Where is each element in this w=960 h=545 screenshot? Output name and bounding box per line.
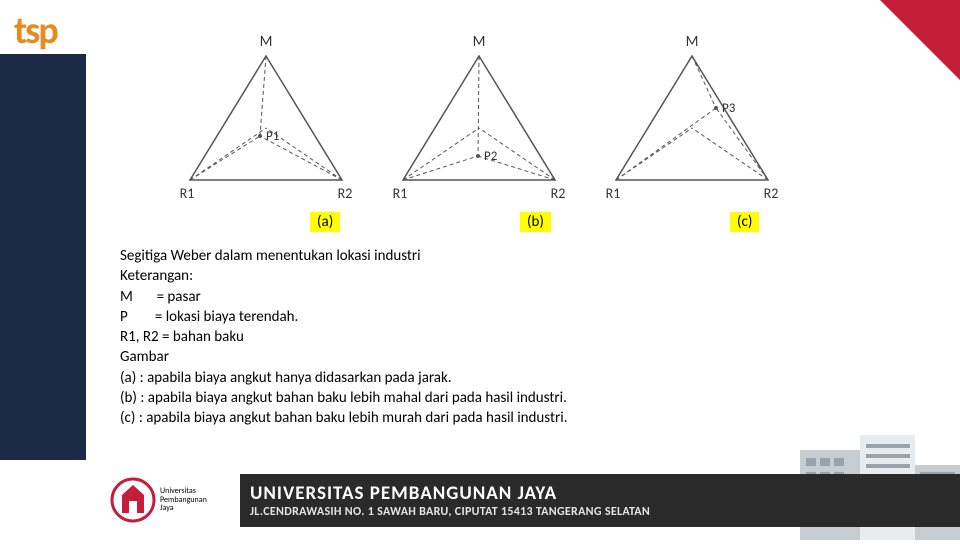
text-line: P = lokasi biaya terendah.	[120, 307, 568, 327]
svg-text:P2: P2	[484, 149, 498, 164]
text-line: Keterangan:	[120, 266, 568, 286]
university-logo-text: UniversitasPembangunanJaya	[160, 487, 207, 512]
weber-triangle-3: M P3 R1 R2	[586, 28, 799, 208]
weber-diagrams: M P1 R1 R2 M P2 R1 R2	[160, 28, 800, 208]
chip-a: (a)	[310, 212, 340, 232]
text-line: Gambar	[120, 347, 568, 367]
svg-text:P3: P3	[722, 101, 736, 116]
svg-text:R2: R2	[764, 185, 779, 202]
text-line: (b) : apabila biaya angkut bahan baku le…	[120, 388, 568, 408]
weber-triangle-1: M P1 R1 R2	[160, 28, 373, 208]
svg-text:P1: P1	[266, 129, 279, 144]
sidebar-accent	[0, 54, 86, 460]
text-line: M = pasar	[120, 287, 568, 307]
text-line: Segitiga Weber dalam menentukan lokasi i…	[120, 246, 568, 266]
footer: UniversitasPembangunanJaya UNIVERSITAS P…	[0, 460, 960, 540]
svg-text:R2: R2	[338, 185, 353, 202]
text-line: (a) : apabila biaya angkut hanya didasar…	[120, 368, 568, 388]
text-line: R1, R2 = bahan baku	[120, 327, 568, 347]
chip-b: (b)	[520, 212, 551, 232]
tsp-logo: tsp	[14, 8, 57, 54]
text-line: (c) : apabila biaya angkut bahan baku le…	[120, 408, 568, 428]
svg-text:R1: R1	[606, 185, 621, 202]
svg-text:R1: R1	[393, 185, 408, 202]
svg-text:M: M	[260, 33, 273, 51]
corner-accent	[880, 0, 960, 80]
university-logo: UniversitasPembangunanJaya	[110, 470, 230, 530]
weber-triangle-2: M P2 R1 R2	[373, 28, 586, 208]
footer-title: UNIVERSITAS PEMBANGUNAN JAYA	[250, 482, 960, 505]
footer-text: UNIVERSITAS PEMBANGUNAN JAYA JL.CENDRAWA…	[240, 474, 960, 527]
svg-text:R1: R1	[180, 185, 195, 202]
chip-c: (c)	[730, 212, 759, 232]
footer-address: JL.CENDRAWASIH NO. 1 SAWAH BARU, CIPUTAT…	[250, 505, 960, 519]
svg-text:R2: R2	[551, 185, 566, 202]
explanation-text: Segitiga Weber dalam menentukan lokasi i…	[120, 246, 568, 428]
svg-text:M: M	[473, 33, 486, 51]
svg-text:M: M	[686, 33, 699, 51]
